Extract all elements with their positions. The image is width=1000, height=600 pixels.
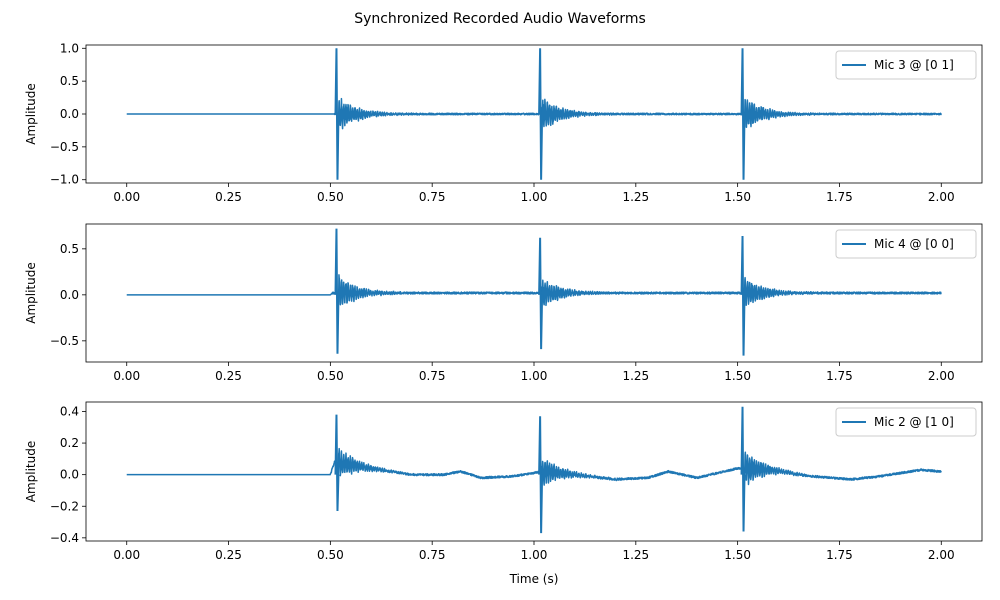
y-tick-label: 1.0 — [60, 41, 79, 55]
impulse-spike-3 — [740, 235, 746, 356]
x-tick-label: 0.25 — [215, 190, 242, 204]
x-tick-label: 1.25 — [622, 548, 649, 562]
legend-box — [835, 407, 977, 437]
legend-box — [835, 50, 977, 80]
y-tick-label: −1.0 — [50, 173, 79, 187]
y-tick-label: 0.0 — [60, 288, 79, 302]
subplot-1: 0.00 0.25 0.50 0.75 1.00 1.25 1.50 1.75 2.00 1.0 0… — [24, 41, 983, 204]
impulse-spike-1 — [334, 48, 340, 180]
x-tick-label: 0.00 — [113, 548, 140, 562]
x-tick-label: 1.25 — [622, 369, 649, 383]
y-tick-label: −0.5 — [50, 140, 79, 154]
legend: Mic 3 @ [0 1] — [835, 50, 977, 80]
x-tick-label: 1.00 — [521, 190, 548, 204]
x-tick-label: 1.75 — [826, 548, 853, 562]
x-tick-label: 1.50 — [724, 548, 751, 562]
y-axis-label: Amplitude — [24, 262, 38, 324]
x-tick-label: 0.25 — [215, 369, 242, 383]
legend: Mic 4 @ [0 0] — [835, 229, 977, 259]
y-axis-label: Amplitude — [24, 83, 38, 145]
y-tick-label: 0.5 — [60, 74, 79, 88]
y-tick-label: −0.5 — [50, 334, 79, 348]
x-tick-label: 1.75 — [826, 190, 853, 204]
x-axis-label: Time (s) — [509, 572, 559, 586]
x-tick-label: 1.25 — [622, 190, 649, 204]
y-tick-label: 0.4 — [60, 404, 79, 418]
series-line-1 — [126, 447, 942, 486]
impulse-spike-1 — [334, 228, 340, 354]
impulse-spike-2 — [538, 48, 544, 180]
y-tick-label: 0.2 — [60, 436, 79, 450]
figure-title: Synchronized Recorded Audio Waveforms — [354, 11, 646, 27]
legend-label: Mic 4 @ [0 0] — [874, 237, 954, 251]
impulse-spike-2 — [538, 237, 544, 350]
legend-label: Mic 2 @ [1 0] — [874, 415, 954, 429]
x-tick-label: 1.00 — [521, 548, 548, 562]
series-line-1 — [126, 97, 942, 134]
impulse-spike-2 — [538, 416, 544, 534]
x-tick-label: 0.75 — [419, 548, 446, 562]
impulse-spike-3 — [740, 406, 746, 532]
x-tick-label: 1.50 — [724, 369, 751, 383]
y-tick-label: 0.0 — [60, 107, 79, 121]
x-tick-label: 0.50 — [317, 190, 344, 204]
x-tick-label: 0.00 — [113, 190, 140, 204]
legend-label: Mic 3 @ [0 1] — [874, 58, 954, 72]
y-tick-label: −0.2 — [50, 499, 79, 513]
y-tick-label: −0.4 — [50, 531, 79, 545]
subplot-2: 0.00 0.25 0.50 0.75 1.00 1.25 1.50 1.75 2.00 0.5 0… — [24, 223, 983, 383]
x-tick-label: 2.00 — [928, 369, 955, 383]
y-tick-label: 0.5 — [60, 242, 79, 256]
x-tick-label: 0.25 — [215, 548, 242, 562]
x-tick-label: 2.00 — [928, 548, 955, 562]
x-tick-label: 0.75 — [419, 190, 446, 204]
x-tick-label: 0.75 — [419, 369, 446, 383]
subplot-panels: 0.00 0.25 0.50 0.75 1.00 1.25 1.50 1.75 2.001.00… — [24, 41, 983, 586]
x-tick-label: 0.50 — [317, 548, 344, 562]
x-tick-label: 0.00 — [113, 369, 140, 383]
x-tick-label: 1.00 — [521, 369, 548, 383]
x-tick-label: 1.50 — [724, 190, 751, 204]
x-tick-label: 0.50 — [317, 369, 344, 383]
x-tick-label: 2.00 — [928, 190, 955, 204]
impulse-spike-3 — [740, 48, 746, 180]
legend: Mic 2 @ [1 0] — [835, 407, 977, 437]
legend-box — [835, 229, 977, 259]
series-line-1 — [126, 274, 942, 310]
subplot-3: 0.00 0.25 0.50 0.75 1.00 1.25 1.50 1.75 2.00 0.4 0… — [24, 401, 983, 586]
x-tick-label: 1.75 — [826, 369, 853, 383]
y-axis-label: Amplitude — [24, 441, 38, 503]
impulse-spike-1 — [334, 414, 340, 512]
y-tick-label: 0.0 — [60, 468, 79, 482]
